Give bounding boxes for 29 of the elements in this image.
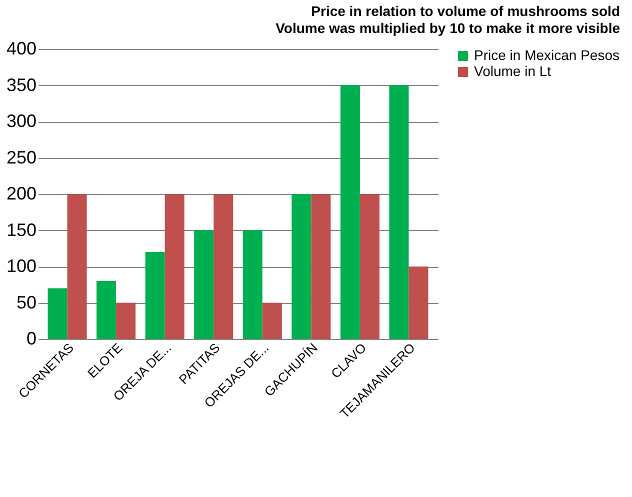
bar (164, 194, 184, 339)
bar (96, 281, 116, 339)
bar (389, 85, 409, 339)
y-tick-label: 250 (6, 147, 36, 168)
bar (262, 302, 282, 339)
bar (145, 252, 165, 339)
bar (360, 194, 380, 339)
y-tick-label: 100 (6, 256, 36, 276)
legend-label: Price in Mexican Pesos (474, 47, 620, 63)
bar (67, 194, 87, 339)
bar (408, 266, 428, 339)
y-tick-label: 300 (6, 111, 36, 131)
y-tick-label: 200 (6, 184, 36, 204)
bar (116, 302, 136, 339)
bar (48, 288, 68, 339)
bar (242, 230, 262, 339)
y-tick-label: 150 (6, 220, 36, 240)
chart-title: Price in relation to volume of mushrooms sold (311, 3, 620, 19)
bar (292, 194, 312, 339)
legend-label: Volume in Lt (474, 63, 552, 79)
chart-subtitle: Volume was multiplied by 10 to make it more visible (276, 20, 620, 36)
bar (311, 194, 331, 339)
y-tick-label: 350 (6, 74, 36, 95)
y-tick-label: 400 (6, 38, 36, 58)
y-tick-label: 50 (16, 292, 36, 312)
y-tick-label: 0 (26, 328, 36, 348)
bar (214, 194, 234, 339)
bar (194, 230, 214, 339)
bar (340, 85, 360, 339)
